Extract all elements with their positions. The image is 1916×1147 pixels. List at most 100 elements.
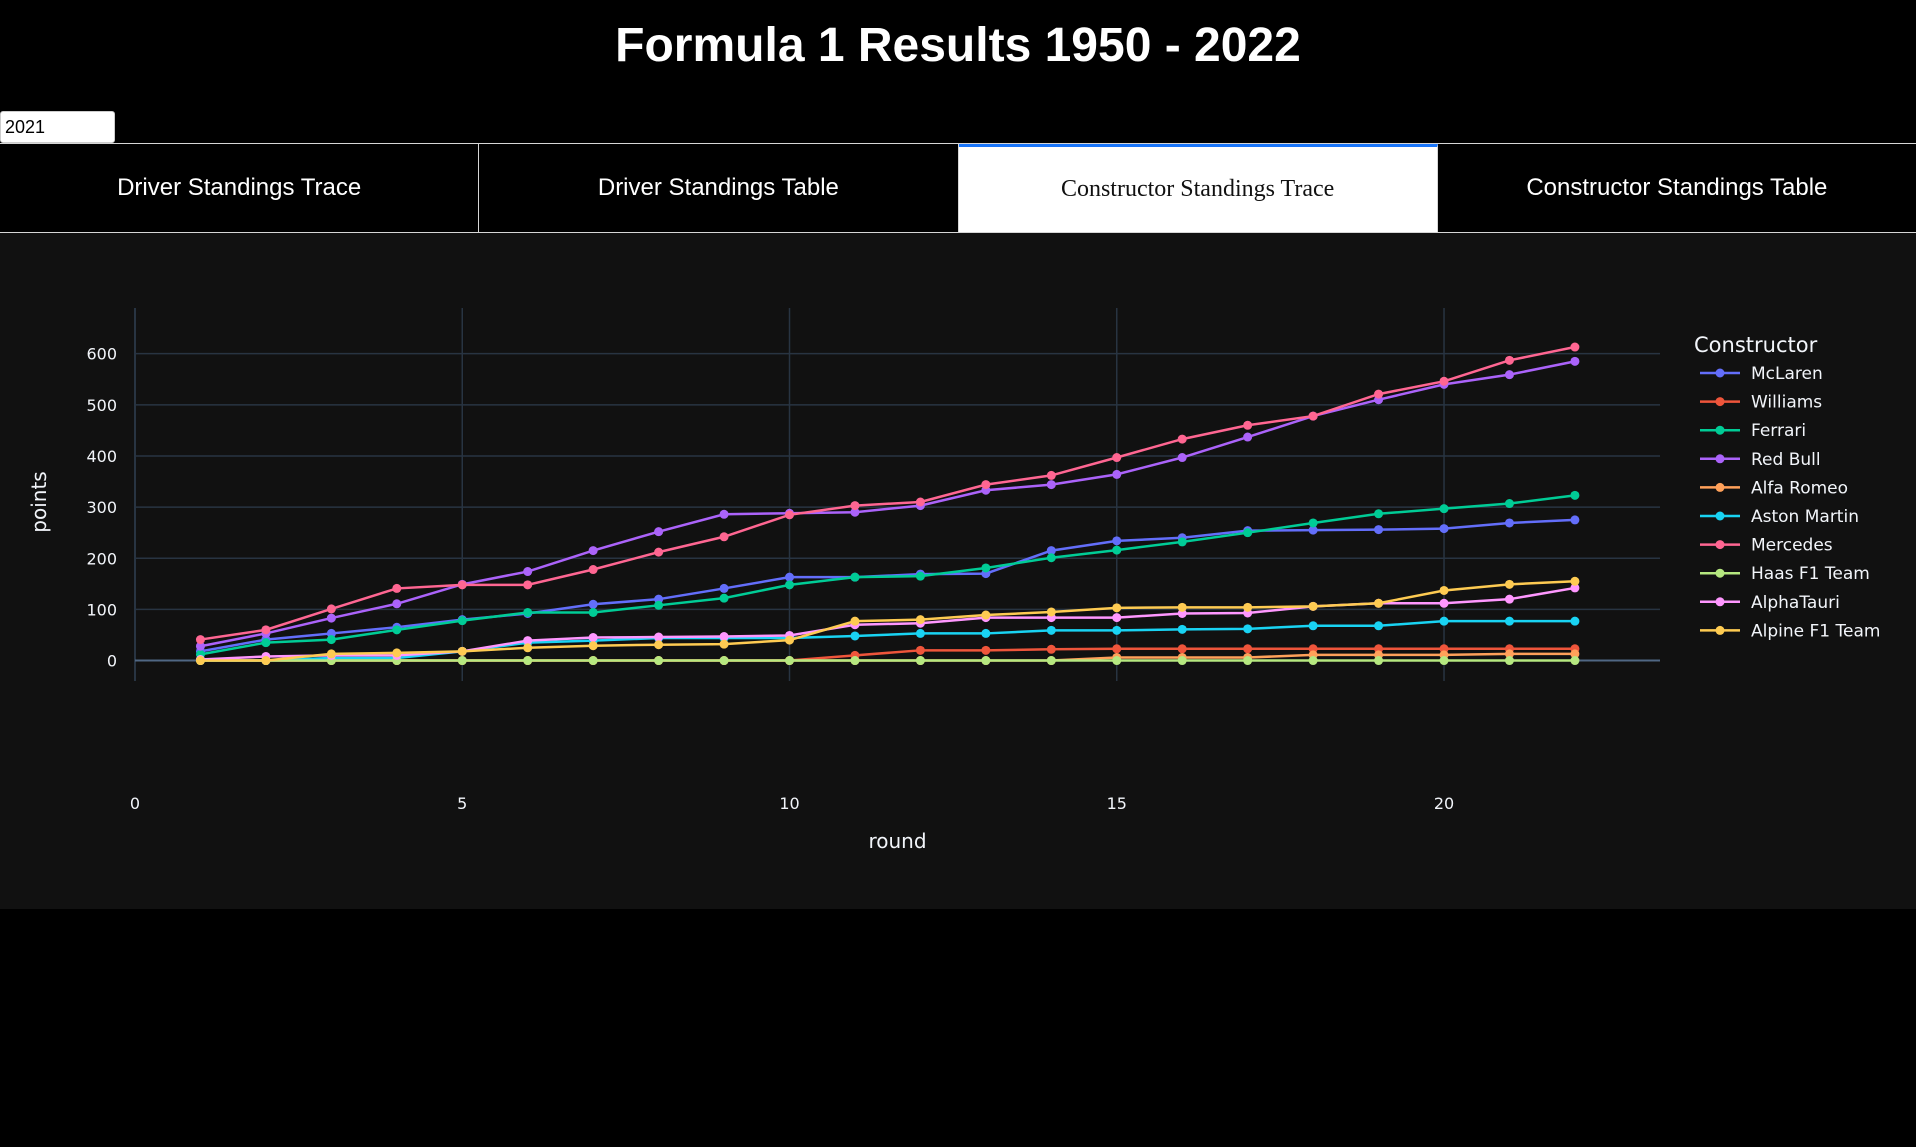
data-point[interactable] — [457, 656, 467, 666]
data-point[interactable] — [915, 615, 925, 625]
data-point[interactable] — [1504, 656, 1514, 666]
data-point[interactable] — [392, 648, 402, 658]
legend[interactable]: Constructor McLaren Williams Ferrari Red Bu… — [1694, 333, 1880, 641]
legend-item[interactable]: Ferrari — [1700, 421, 1806, 441]
data-point[interactable] — [588, 565, 598, 575]
data-point[interactable] — [1439, 504, 1449, 514]
data-point[interactable] — [1308, 411, 1318, 421]
data-point[interactable] — [588, 656, 598, 666]
data-point[interactable] — [915, 628, 925, 638]
data-point[interactable] — [1243, 420, 1253, 430]
data-point[interactable] — [1046, 470, 1056, 480]
data-point[interactable] — [523, 580, 533, 590]
data-point[interactable] — [1504, 579, 1514, 589]
legend-item[interactable]: Haas F1 Team — [1700, 564, 1870, 584]
legend-item[interactable]: McLaren — [1700, 364, 1823, 384]
data-point[interactable] — [719, 639, 729, 649]
legend-item[interactable]: AlphaTauri — [1700, 593, 1840, 613]
data-point[interactable] — [1112, 536, 1122, 546]
data-point[interactable] — [588, 633, 598, 643]
data-point[interactable] — [1439, 524, 1449, 534]
year-dropdown[interactable]: 2021 — [0, 111, 115, 143]
data-point[interactable] — [1570, 490, 1580, 500]
data-point[interactable] — [195, 656, 205, 666]
data-point[interactable] — [588, 599, 598, 609]
data-point[interactable] — [654, 600, 664, 610]
legend-item[interactable]: Red Bull — [1700, 450, 1821, 470]
data-point[interactable] — [719, 509, 729, 519]
data-point[interactable] — [1570, 583, 1580, 593]
data-point[interactable] — [1112, 603, 1122, 613]
data-point[interactable] — [981, 610, 991, 620]
data-point[interactable] — [719, 632, 729, 642]
data-point[interactable] — [981, 645, 991, 655]
data-point[interactable] — [1504, 499, 1514, 509]
series-alpine-f1-team[interactable] — [195, 576, 1580, 666]
data-point[interactable] — [1243, 624, 1253, 634]
data-point[interactable] — [1439, 376, 1449, 386]
data-point[interactable] — [195, 641, 205, 651]
data-point[interactable] — [850, 572, 860, 582]
data-point[interactable] — [1308, 525, 1318, 535]
data-point[interactable] — [1570, 515, 1580, 525]
data-point[interactable] — [1308, 656, 1318, 666]
data-point[interactable] — [1046, 625, 1056, 635]
tab-driver-standings-table[interactable]: Driver Standings Table — [479, 144, 959, 232]
data-point[interactable] — [1504, 518, 1514, 528]
data-point[interactable] — [1570, 356, 1580, 366]
data-point[interactable] — [850, 631, 860, 641]
data-point[interactable] — [1177, 453, 1187, 463]
legend-item[interactable]: Alpine F1 Team — [1700, 621, 1880, 641]
data-point[interactable] — [1112, 644, 1122, 654]
data-point[interactable] — [1504, 594, 1514, 604]
data-point[interactable] — [654, 547, 664, 557]
data-point[interactable] — [981, 563, 991, 573]
data-point[interactable] — [261, 656, 271, 666]
data-point[interactable] — [1374, 525, 1384, 535]
data-point[interactable] — [1374, 598, 1384, 608]
data-point[interactable] — [457, 580, 467, 590]
legend-item[interactable]: Mercedes — [1700, 536, 1833, 556]
data-point[interactable] — [1504, 355, 1514, 365]
data-point[interactable] — [588, 607, 598, 617]
data-point[interactable] — [719, 583, 729, 593]
data-point[interactable] — [1046, 480, 1056, 490]
data-point[interactable] — [915, 497, 925, 507]
data-point[interactable] — [785, 572, 795, 582]
data-point[interactable] — [326, 604, 336, 614]
data-point[interactable] — [1570, 576, 1580, 586]
data-point[interactable] — [1439, 585, 1449, 595]
data-point[interactable] — [654, 640, 664, 650]
data-point[interactable] — [719, 532, 729, 542]
data-point[interactable] — [915, 645, 925, 655]
data-point[interactable] — [850, 656, 860, 666]
data-point[interactable] — [850, 616, 860, 626]
data-point[interactable] — [1112, 453, 1122, 463]
data-point[interactable] — [1570, 649, 1580, 659]
series-haas-f1-team[interactable] — [195, 656, 1580, 666]
data-point[interactable] — [1112, 625, 1122, 635]
data-point[interactable] — [392, 583, 402, 593]
data-point[interactable] — [1570, 656, 1580, 666]
data-point[interactable] — [654, 632, 664, 642]
data-point[interactable] — [1374, 656, 1384, 666]
data-point[interactable] — [1570, 616, 1580, 626]
data-point[interactable] — [719, 593, 729, 603]
data-point[interactable] — [523, 656, 533, 666]
data-point[interactable] — [850, 501, 860, 511]
data-point[interactable] — [195, 635, 205, 645]
legend-item[interactable]: Williams — [1700, 393, 1822, 413]
data-point[interactable] — [719, 656, 729, 666]
data-point[interactable] — [326, 635, 336, 645]
tab-constructor-standings-table[interactable]: Constructor Standings Table — [1437, 144, 1916, 232]
data-point[interactable] — [1112, 656, 1122, 666]
series-mercedes[interactable] — [195, 342, 1580, 645]
data-point[interactable] — [981, 628, 991, 638]
data-point[interactable] — [523, 636, 533, 646]
data-point[interactable] — [915, 571, 925, 581]
data-point[interactable] — [1243, 656, 1253, 666]
data-point[interactable] — [588, 641, 598, 651]
series-ferrari[interactable] — [195, 490, 1580, 659]
data-point[interactable] — [785, 580, 795, 590]
data-point[interactable] — [785, 635, 795, 645]
